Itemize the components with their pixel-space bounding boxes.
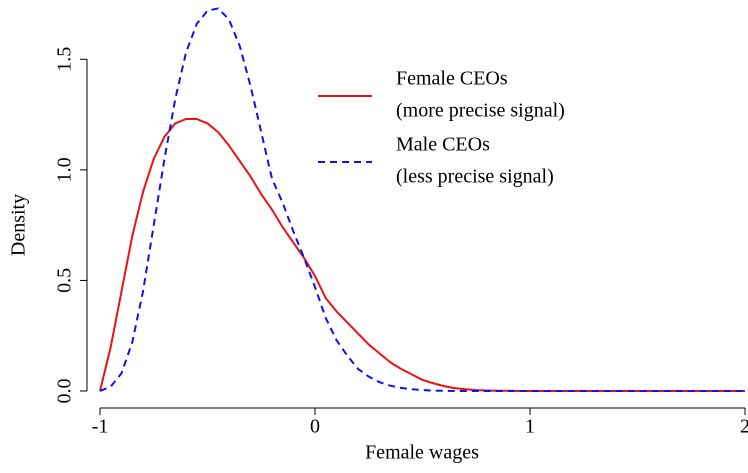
- x-tick-label: -1: [92, 416, 109, 438]
- y-tick-label: 1.0: [54, 157, 76, 182]
- y-axis-label: Density: [8, 194, 30, 256]
- y-tick-label: 0.0: [54, 379, 76, 404]
- x-tick-label: 2: [740, 416, 748, 438]
- y-tick-label: 1.5: [54, 47, 76, 72]
- x-tick-label: 1: [525, 416, 535, 438]
- x-axis-label: Female wages: [365, 442, 479, 464]
- y-tick-label: 0.5: [54, 268, 76, 293]
- x-tick-label: 0: [310, 416, 320, 438]
- legend-label: Male CEOs: [396, 134, 490, 156]
- legend-description: (less precise signal): [396, 166, 554, 188]
- line-series: [99, 7, 745, 392]
- line-series: [99, 117, 745, 392]
- legend-label: Female CEOs: [396, 68, 508, 90]
- legend-description: (more precise signal): [396, 100, 565, 122]
